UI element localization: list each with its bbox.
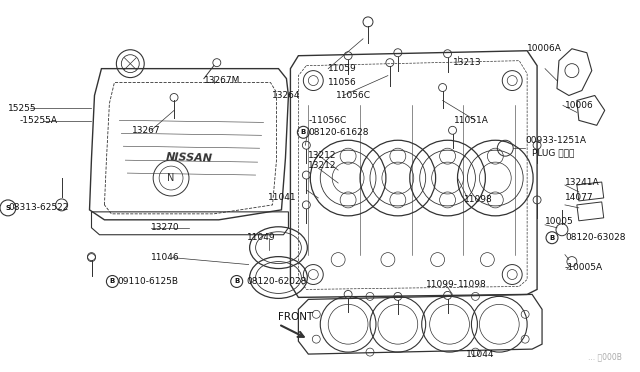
Text: 14077: 14077 [565, 193, 593, 202]
Text: FRONT: FRONT [278, 312, 314, 322]
Text: -11056C: -11056C [308, 116, 347, 125]
Text: 11056: 11056 [328, 78, 357, 87]
Text: 11059: 11059 [328, 64, 357, 73]
Text: 09110-6125B: 09110-6125B [117, 277, 179, 286]
Text: 00933-1251A: 00933-1251A [525, 136, 586, 145]
Text: 08120-63028: 08120-63028 [565, 233, 625, 242]
Text: 13241A: 13241A [565, 177, 600, 186]
Text: 13270: 13270 [151, 223, 180, 232]
Text: 13212: 13212 [308, 151, 337, 160]
Text: 11099-: 11099- [426, 280, 458, 289]
Text: ... 〈000B: ... 〈000B [588, 352, 621, 361]
Text: 11049: 11049 [246, 233, 275, 242]
Text: B: B [110, 279, 115, 285]
Text: B: B [301, 129, 306, 135]
Text: 11046: 11046 [151, 253, 180, 262]
Text: -10005A: -10005A [565, 263, 603, 272]
Text: 08313-62522: 08313-62522 [8, 203, 68, 212]
Text: 11051A: 11051A [454, 116, 488, 125]
Text: B: B [549, 235, 555, 241]
Text: 08120-61628: 08120-61628 [308, 128, 369, 137]
Text: 08120-62028: 08120-62028 [246, 277, 307, 286]
Text: 11044: 11044 [465, 350, 494, 359]
Text: -15255A: -15255A [20, 116, 58, 125]
Text: 13212: 13212 [308, 161, 337, 170]
Text: 13267M: 13267M [204, 76, 240, 85]
Text: N: N [168, 173, 175, 183]
Text: NISSAN: NISSAN [165, 153, 212, 164]
Text: 10006A: 10006A [527, 44, 562, 53]
Text: 11098: 11098 [458, 280, 486, 289]
Text: 15255: 15255 [8, 104, 36, 113]
Text: B: B [234, 279, 239, 285]
Text: S: S [6, 205, 10, 211]
Text: PLUG プラグ: PLUG プラグ [532, 149, 575, 158]
Text: 10006: 10006 [565, 101, 594, 110]
Text: 13213: 13213 [452, 58, 481, 67]
Text: 11041: 11041 [268, 193, 296, 202]
Text: 11056C: 11056C [336, 91, 371, 100]
Text: 13264: 13264 [272, 91, 300, 100]
Text: 13267: 13267 [132, 126, 161, 135]
Text: 11098: 11098 [463, 195, 492, 205]
Text: 10005: 10005 [545, 217, 574, 226]
